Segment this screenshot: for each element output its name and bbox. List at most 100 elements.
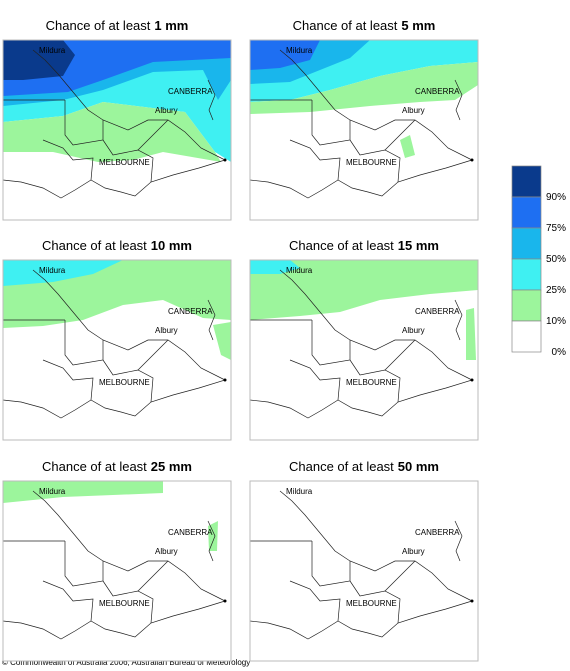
boundary [289, 580, 341, 622]
title-prefix: Chance of at least [293, 18, 398, 33]
place-label: CANBERRA [168, 528, 213, 537]
map-panel: Mildura CANBERRA Albury MELBOURNE [2, 259, 232, 441]
title-amount: 25 mm [151, 459, 192, 474]
map-frame [2, 480, 232, 662]
footer: © Commonwealth of Australia 2006, Austra… [2, 658, 250, 667]
boundary [64, 100, 104, 146]
legend-label: 50% [546, 254, 566, 265]
boundary [384, 119, 416, 151]
place-label: Albury [155, 326, 178, 335]
title-amount: 5 mm [401, 18, 435, 33]
place-label: Albury [155, 106, 178, 115]
boundary [311, 100, 351, 146]
boundary [384, 560, 416, 592]
map-panel: Mildura CANBERRA Albury MELBOURNE [249, 259, 479, 441]
place-label: Albury [402, 547, 425, 556]
legend-label: 75% [546, 223, 566, 234]
place-marker [223, 378, 227, 382]
map-background [250, 481, 478, 661]
place-label: Mildura [39, 46, 66, 55]
legend-swatch [511, 320, 542, 353]
legend-label: 90% [546, 192, 566, 203]
rain-field [3, 40, 75, 80]
boundary [384, 339, 416, 371]
title-amount: 1 mm [154, 18, 188, 33]
place-label: Albury [155, 547, 178, 556]
place-label: CANBERRA [415, 87, 460, 96]
boundary [207, 520, 216, 562]
rain-field [3, 260, 123, 286]
boundary [42, 580, 94, 622]
place-marker [470, 378, 474, 382]
boundary [42, 139, 94, 181]
panel-title: Chance of at least 25 mm [42, 459, 192, 474]
rain-field [250, 62, 478, 114]
legend-swatch [511, 258, 542, 291]
panel-title: Chance of at least 50 mm [289, 459, 439, 474]
title-prefix: Chance of at least [46, 18, 151, 33]
boundary [32, 490, 226, 602]
boundary [137, 560, 169, 592]
place-label: CANBERRA [415, 307, 460, 316]
map-panel: Mildura CANBERRA Albury MELBOURNE [2, 39, 232, 221]
rain-field [400, 135, 415, 158]
boundary [42, 359, 94, 401]
legend-label: 10% [546, 316, 566, 327]
place-label: CANBERRA [168, 87, 213, 96]
rain-field [208, 521, 218, 551]
boundary [2, 379, 226, 419]
place-marker [470, 158, 474, 162]
place-label: MELBOURNE [99, 599, 150, 608]
rain-field [3, 102, 221, 162]
map-frame [249, 39, 479, 221]
boundary [289, 139, 341, 181]
place-label: Albury [402, 326, 425, 335]
legend-swatch [511, 289, 542, 322]
legend-label: 0% [552, 347, 567, 358]
boundary [2, 159, 226, 199]
place-label: Mildura [286, 266, 313, 275]
map-frame [2, 39, 232, 221]
title-amount: 10 mm [151, 238, 192, 253]
place-label: CANBERRA [415, 528, 460, 537]
boundary [279, 49, 473, 161]
boundary [311, 541, 351, 587]
boundary [32, 49, 226, 161]
boundary [249, 379, 473, 419]
boundary [137, 119, 169, 151]
map-background [3, 481, 231, 661]
title-prefix: Chance of at least [42, 459, 147, 474]
legend-swatch [511, 227, 542, 260]
rain-field [250, 260, 300, 274]
boundary [207, 299, 216, 341]
rain-field [466, 308, 476, 360]
boundary [64, 541, 104, 587]
place-label: Mildura [286, 46, 313, 55]
boundary [249, 159, 473, 199]
map-frame [249, 480, 479, 662]
panel-title: Chance of at least 1 mm [46, 18, 189, 33]
title-prefix: Chance of at least [289, 238, 394, 253]
boundary [289, 359, 341, 401]
boundary [137, 339, 169, 371]
map-panel: Mildura CANBERRA Albury MELBOURNE [2, 480, 232, 662]
boundary [454, 299, 463, 341]
legend-label: 25% [546, 285, 566, 296]
place-label: Mildura [39, 266, 66, 275]
place-marker [470, 599, 474, 603]
boundary [279, 490, 473, 602]
place-label: CANBERRA [168, 307, 213, 316]
boundary [2, 600, 226, 640]
place-marker [223, 158, 227, 162]
boundary [64, 320, 104, 366]
boundary [454, 520, 463, 562]
title-prefix: Chance of at least [289, 459, 394, 474]
place-marker [223, 599, 227, 603]
panel-title: Chance of at least 5 mm [293, 18, 436, 33]
boundary [249, 600, 473, 640]
place-label: MELBOURNE [99, 158, 150, 167]
title-amount: 50 mm [398, 459, 439, 474]
rain-field [3, 481, 163, 503]
map-panel: Mildura CANBERRA Albury MELBOURNE [249, 39, 479, 221]
